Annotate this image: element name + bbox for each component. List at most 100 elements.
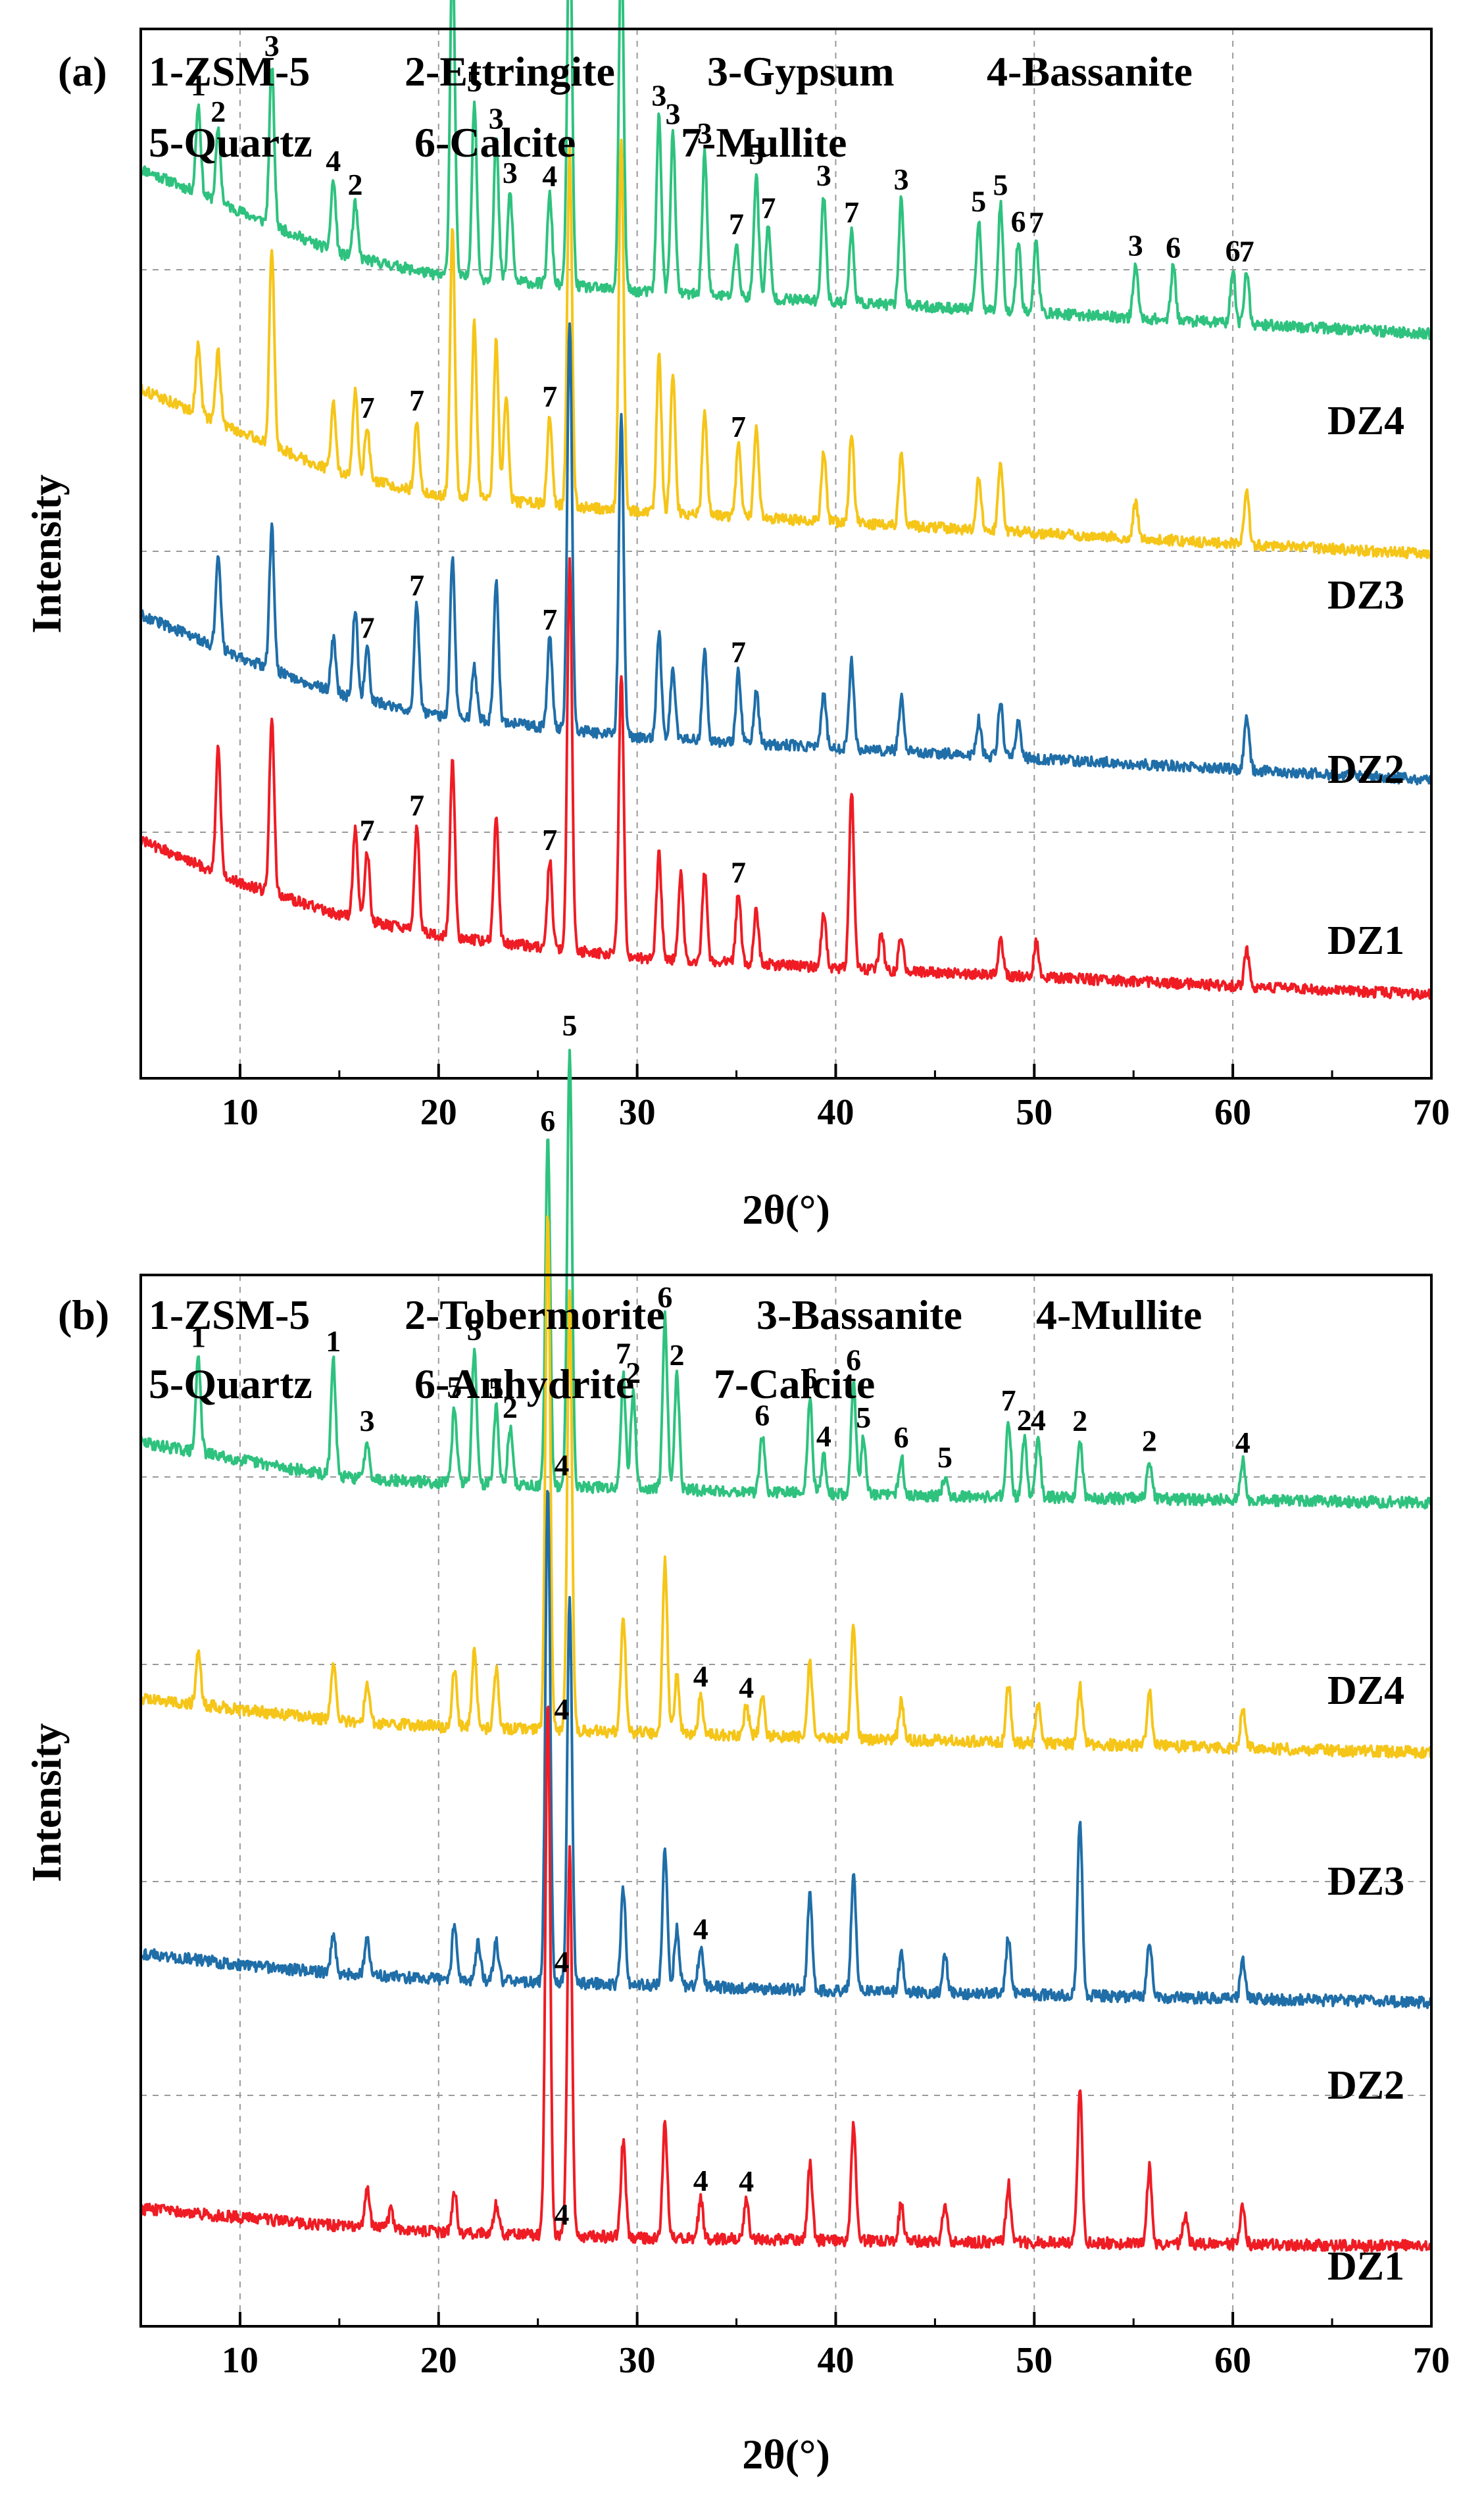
- peak-label: 3: [264, 29, 280, 62]
- panel-a-curves: [139, 0, 1433, 1001]
- series-label-a-dz2: DZ2: [1327, 747, 1404, 792]
- series-line-dz2: [139, 1489, 1433, 2009]
- peak-label: 4: [1235, 1426, 1250, 1459]
- panel-a-frame: [139, 28, 1433, 1080]
- peak-label: 7: [731, 636, 746, 669]
- x-tick-label: 10: [222, 2340, 259, 2381]
- legend-b-4: 4-Mullite: [1036, 1291, 1202, 1338]
- peak-label: 4: [693, 1660, 708, 1693]
- peak-label: 6: [1011, 205, 1026, 238]
- peak-label: 7: [731, 410, 746, 443]
- legend-a-2: 2-Ettringite: [405, 48, 615, 95]
- peak-label: 7: [542, 603, 557, 636]
- peak-label: 7: [1029, 205, 1044, 239]
- peak-label: 5: [489, 1371, 504, 1405]
- peak-label: 5: [467, 1313, 482, 1347]
- panel-a-tag: (a): [58, 48, 107, 95]
- peak-label: 1: [191, 1320, 206, 1354]
- series-line-dz1: [139, 557, 1432, 1001]
- peak-label: 2: [1017, 1403, 1032, 1437]
- series-label-b-dz1: DZ1: [1327, 2244, 1404, 2289]
- peak-label: 7: [760, 191, 776, 224]
- peak-label: 5: [447, 1370, 462, 1404]
- x-tick-label: 60: [1214, 1092, 1251, 1133]
- panel-b-y-axis-label: Intensity: [23, 1723, 70, 1882]
- peak-label: 3: [360, 1404, 375, 1437]
- series-label-b-dz2: DZ2: [1327, 2063, 1404, 2108]
- panel-a: 1234235334563337573735567366777777777777…: [23, 0, 1450, 1233]
- panel-b-x-ticks: 10 20 30 40 50 60 70: [139, 2312, 1450, 2381]
- series-line-dz3: [139, 138, 1433, 560]
- peak-label: 6: [1166, 230, 1181, 264]
- peak-label: 2: [347, 168, 362, 201]
- peak-label: 3: [665, 97, 680, 131]
- peak-label: 2: [210, 95, 226, 128]
- peak-label: 5: [467, 64, 482, 98]
- x-tick-label: 50: [1016, 2340, 1052, 2381]
- peak-label: 7: [409, 384, 424, 417]
- panel-a-y-axis-label: Intensity: [23, 474, 70, 634]
- peak-label: 3: [503, 156, 518, 189]
- series-line-dz1: [139, 1705, 1433, 2253]
- peak-label: 3: [816, 159, 831, 192]
- peak-label: 4: [554, 1692, 569, 1726]
- legend-b-2: 2-Tobermorite: [405, 1291, 665, 1338]
- peak-label: 5: [749, 137, 764, 170]
- legend-b-1: 1-ZSM-5: [149, 1291, 310, 1338]
- panel-b-tag: (b): [58, 1291, 109, 1338]
- x-tick-label: 40: [817, 2340, 854, 2381]
- peak-label: 2: [669, 1338, 684, 1372]
- peak-label: 2: [1142, 1424, 1157, 1458]
- peak-label: 3: [1128, 228, 1143, 262]
- peak-label: 6: [894, 1420, 909, 1454]
- peak-label: 1: [191, 68, 206, 102]
- panel-b-curves: [139, 1049, 1433, 2253]
- legend-a-3: 3-Gypsum: [707, 48, 895, 95]
- peak-label: 4: [693, 2164, 708, 2197]
- peak-label: 4: [542, 159, 557, 193]
- peak-label: 3: [651, 78, 666, 112]
- peak-label: 7: [729, 207, 744, 241]
- panel-a-grid: [141, 29, 1431, 1078]
- peak-label: 5: [937, 1440, 952, 1474]
- x-tick-label: 10: [222, 1092, 259, 1133]
- panel-b-x-axis-label: 2θ(°): [742, 2431, 830, 2478]
- peak-label: 6: [803, 1361, 818, 1395]
- peak-label: 7: [844, 195, 859, 229]
- x-tick-label: 20: [420, 2340, 457, 2381]
- peak-label: 4: [554, 1449, 569, 1482]
- series-line-dz4: [140, 0, 1432, 341]
- peak-label: 4: [739, 2164, 754, 2198]
- peak-label: 5: [856, 1401, 871, 1434]
- peak-label: 7: [542, 823, 557, 857]
- x-tick-label: 70: [1413, 1092, 1450, 1133]
- panel-a-peak-labels: 1234235334563337573735567366777777777777…: [191, 29, 1254, 889]
- legend-a-7: 7-Mullite: [681, 119, 847, 166]
- peak-label: 3: [489, 101, 504, 135]
- panel-b-frame: [139, 1274, 1433, 2328]
- peak-label: 6: [1225, 234, 1241, 267]
- series-line-dz4: [139, 1049, 1432, 1510]
- peak-label: 7: [542, 380, 557, 413]
- peak-label: 4: [739, 1670, 754, 1704]
- peak-label: 6: [846, 1343, 861, 1376]
- series-label-b-dz3: DZ3: [1327, 1859, 1404, 1904]
- peak-label: 5: [993, 168, 1008, 201]
- peak-label: 7: [409, 789, 424, 822]
- peak-label: 1: [326, 1324, 341, 1358]
- peak-label: 7: [360, 611, 375, 645]
- peak-label: 7: [360, 813, 375, 847]
- legend-b-6: 6-Anhydrite: [414, 1361, 634, 1407]
- x-tick-label: 70: [1413, 2340, 1450, 2381]
- series-line-dz2: [139, 322, 1433, 786]
- legend-a-6: 6-Calcite: [414, 119, 576, 166]
- peak-label: 6: [754, 1398, 770, 1432]
- peak-label: 2: [626, 1356, 641, 1389]
- peak-label: 7: [616, 1337, 631, 1370]
- peak-label: 3: [697, 116, 712, 150]
- x-tick-label: 40: [817, 1092, 854, 1133]
- peak-label: 4: [693, 1912, 708, 1946]
- peak-label: 2: [503, 1391, 518, 1424]
- peak-label: 4: [816, 1419, 831, 1453]
